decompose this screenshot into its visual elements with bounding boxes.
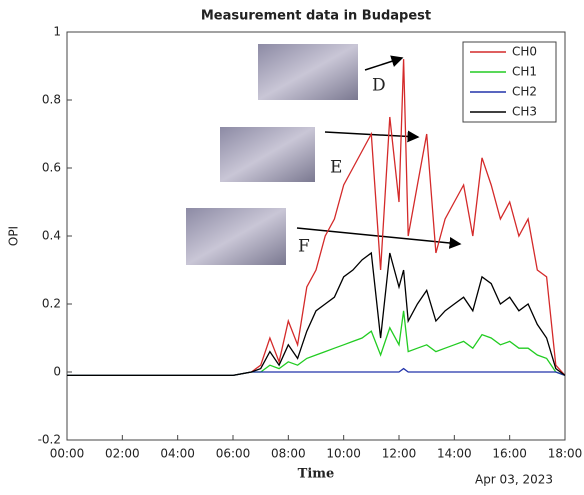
y-tick-label: 0.6 bbox=[42, 161, 61, 175]
legend-label: CH3 bbox=[512, 105, 537, 119]
x-tick-label: 18:00 bbox=[548, 447, 583, 461]
x-tick-label: 10:00 bbox=[326, 447, 361, 461]
y-tick-label: 1 bbox=[53, 25, 61, 39]
x-tick-label: 04:00 bbox=[160, 447, 195, 461]
annotation: D bbox=[372, 76, 386, 96]
series-line bbox=[67, 59, 566, 377]
y-tick-label: 0.2 bbox=[42, 297, 61, 311]
y-axis-label: OPI bbox=[7, 226, 21, 246]
annotation: E bbox=[330, 158, 342, 178]
x-tick-label: 00:00 bbox=[50, 447, 85, 461]
series-line bbox=[67, 310, 566, 377]
date-label: Apr 03, 2023 bbox=[475, 473, 553, 487]
x-tick-label: 16:00 bbox=[492, 447, 527, 461]
y-tick-label: 0.8 bbox=[42, 93, 61, 107]
annotation: F bbox=[298, 237, 310, 257]
series-line bbox=[67, 367, 566, 377]
sky-photo bbox=[186, 208, 286, 265]
x-tick-label: 14:00 bbox=[437, 447, 472, 461]
sky-photo bbox=[220, 127, 315, 182]
x-tick-label: 02:00 bbox=[105, 447, 140, 461]
legend-label: CH1 bbox=[512, 65, 537, 79]
y-tick-label: -0.2 bbox=[38, 433, 61, 447]
series-line bbox=[67, 251, 566, 377]
legend-label: CH2 bbox=[512, 85, 537, 99]
x-tick-label: 06:00 bbox=[216, 447, 251, 461]
legend-box bbox=[462, 41, 557, 123]
x-tick-label: 08:00 bbox=[271, 447, 306, 461]
chart-title: Measurement data in Budapest bbox=[201, 9, 431, 24]
x-tick-label: 12:00 bbox=[382, 447, 417, 461]
legend-label: CH0 bbox=[512, 45, 537, 59]
sky-photo bbox=[258, 44, 358, 100]
y-tick-label: 0 bbox=[53, 365, 61, 379]
y-tick-label: 0.4 bbox=[42, 229, 61, 243]
arrow bbox=[364, 55, 404, 71]
x-axis-label: Time bbox=[298, 467, 335, 482]
